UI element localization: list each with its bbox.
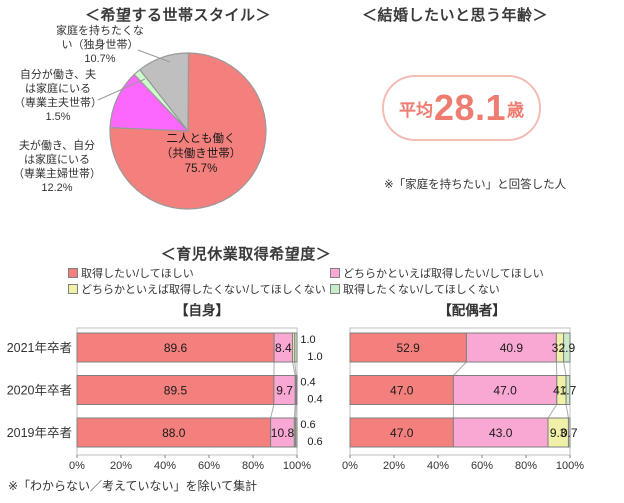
axis-tick-label: 40% (154, 460, 176, 472)
axis-tick-label: 20% (383, 460, 405, 472)
bar-value-label: 0.7 (561, 426, 578, 440)
legend-item-somewhat-not-want: どちらかといえば取得したくない/してほしくない (68, 281, 326, 297)
marriage-age-title: ＜結婚したいと思う年齢＞ (361, 7, 549, 24)
bar-value-label: 47.0 (390, 426, 414, 440)
bar-value-label: 47.0 (493, 384, 517, 398)
legend-swatch-not-want (330, 284, 340, 294)
bar-segment (452, 375, 558, 405)
bar-value-label: 0.4 (300, 377, 315, 389)
bar-value-label: 1.0 (307, 351, 322, 363)
pie-chart (97, 49, 267, 210)
pie-label-housewife: 夫が働き、自分 は家庭にいる （専業主婦世帯） 12.2% (13, 140, 101, 194)
leader-line (97, 78, 146, 101)
legend-label: どちらかといえば取得したくない/してほしくない (81, 284, 326, 296)
chart-subtitle-self: 【自身】 (175, 303, 229, 318)
bar-value-label: 1.7 (560, 384, 577, 398)
pie-label-househusband: 自分が働き、夫 は家庭にいる （専業主夫世帯） 1.5% (14, 69, 102, 123)
average-age-value: 28.1 (433, 87, 507, 128)
marriage-age-note: ※「家庭を持ちたい」と回答した人 (384, 179, 567, 191)
bar-value-label: 0.6 (307, 436, 322, 448)
axis-tick-label: 80% (242, 460, 264, 472)
series-connector-line (547, 404, 558, 419)
bar-value-label: 9.3 (550, 426, 567, 440)
childcare-leave-panel: ＜育児休業取得希望度＞ 取得したい/してほしい どちらかといえば取得したい/して… (0, 240, 624, 503)
bar-value-label: 52.9 (397, 341, 421, 355)
axis-tick-label: 60% (198, 460, 220, 472)
bar-segment (294, 332, 298, 363)
legend-swatch-somewhat-want (330, 268, 340, 278)
series-connector-line (293, 404, 296, 419)
bar-segment (567, 417, 571, 448)
chart-subtitle-spouse: 【配偶者】 (438, 303, 506, 318)
bar-value-label: 2.9 (558, 341, 575, 355)
series-connector-line (563, 361, 567, 376)
legend-swatch-somewhat-not-want (68, 284, 78, 294)
legend-item-want: 取得したい/してほしい (68, 265, 194, 281)
bar-value-label: 40.9 (500, 341, 524, 355)
bar-value-label: 47.0 (390, 384, 414, 398)
legend-label: 取得したい/してほしい (81, 268, 194, 280)
legend-item-not-want: 取得したくない/してほしくない (330, 281, 500, 297)
bar-segment (349, 332, 467, 363)
leader-line (137, 49, 171, 63)
bar-segment (565, 375, 571, 405)
axis-tick-label: 0% (69, 460, 85, 472)
bar-value-label: 88.0 (162, 426, 186, 440)
bar-segment (452, 417, 549, 448)
series-connector-line (453, 361, 467, 376)
axis-tick-label: 80% (515, 460, 537, 472)
bar-value-label: 0.4 (307, 394, 322, 406)
bar-segment (349, 375, 454, 405)
household-style-panel: ＜希望する世帯スタイル＞ 家庭を持ちたくな い（独身世帯） 10.7% 自分が働… (0, 0, 312, 235)
axis-tick-label: 60% (471, 460, 493, 472)
pie-label-single-household: 家庭を持ちたくな い（独身世帯） 10.7% (56, 25, 144, 65)
bar-segment (563, 332, 571, 363)
bar-segment (295, 417, 298, 448)
bar-value-label: 9.7 (276, 384, 293, 398)
bar-segment (349, 417, 454, 448)
bar-segment (76, 332, 275, 363)
axis-tick-label: 100% (556, 460, 584, 472)
average-age-prefix: 平均 (398, 100, 433, 120)
average-age-suffix: 歳 (507, 100, 525, 120)
legend-label: どちらかといえば取得したい/してほしい (343, 268, 544, 280)
childcare-leave-title: ＜育児休業取得希望度＞ (160, 246, 332, 263)
pie-label-dual-income: 二人とも働く （共働き世帯） 75.7% (160, 133, 242, 175)
pie-slice (139, 52, 190, 132)
series-connector-line (294, 361, 297, 376)
category-label: 2021年卒者 (7, 341, 72, 355)
pie-slices (109, 52, 267, 210)
childcare-footnote: ※「わからない／考えていない」を除いて集計 (8, 479, 258, 493)
series-connector-line (292, 361, 296, 376)
bar-value-label: 10.8 (271, 426, 295, 440)
series-connector-line (565, 404, 569, 419)
axis-tick-label: 0% (342, 460, 358, 472)
bar-value-label: 89.5 (164, 384, 188, 398)
bar-value-label: 0.6 (300, 419, 315, 431)
category-label: 2020年卒者 (7, 384, 72, 398)
bar-value-label: 89.6 (164, 341, 188, 355)
bar-segment (295, 375, 298, 405)
series-connector-line (270, 404, 275, 419)
bar-chart-spouse: 52.9 40.9 3.32.947.0 47.0 4.21.747.0 43.0 9.30… (342, 327, 584, 472)
bar-chart-self: 89.6 8.4 1.0 1.0 2021年卒者 89.5 9.7 0.4 0.4 2020年卒者… (7, 327, 323, 472)
axis-tick-label: 20% (110, 460, 132, 472)
legend-label: 取得したくない/してほしくない (343, 284, 500, 296)
axis-tick-label: 40% (427, 460, 449, 472)
bar-value-label: 1.0 (300, 334, 315, 346)
pie-slice (109, 73, 189, 132)
household-style-title: ＜希望する世帯スタイル＞ (84, 7, 272, 24)
category-label: 2019年卒者 (7, 426, 72, 440)
axis-tick-label: 100% (283, 460, 311, 472)
legend-item-somewhat-want: どちらかといえば取得したい/してほしい (330, 265, 544, 281)
marriage-age-panel: ＜結婚したいと思う年齢＞ 平均 28.1 歳 ※「家庭を持ちたい」と回答した人 (312, 0, 624, 235)
bar-value-label: 43.0 (489, 426, 513, 440)
average-age-badge: 平均 28.1 歳 (382, 75, 541, 141)
bar-value-label: 8.4 (275, 341, 292, 355)
legend-swatch-want (68, 268, 78, 278)
